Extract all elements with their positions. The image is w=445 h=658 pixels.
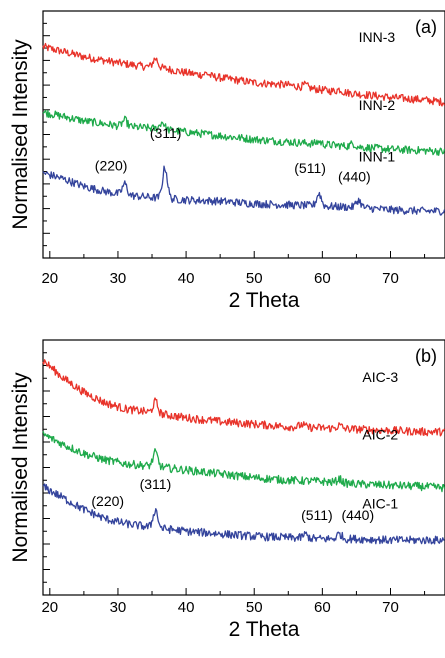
peak-annotation: (511) <box>294 160 326 176</box>
trace-inn-3 <box>42 42 445 107</box>
peak-annotation: (440) <box>341 507 374 523</box>
x-tick-label: 20 <box>41 270 58 287</box>
x-axis-title: 2 Theta <box>229 618 300 641</box>
series-label-inn-2: INN-2 <box>359 97 396 113</box>
x-tick-label: 70 <box>382 270 399 287</box>
series-label-aic-2: AIC-2 <box>362 426 398 442</box>
y-axis-title: Normalised Intensity <box>9 372 32 563</box>
x-tick-label: 30 <box>110 599 127 616</box>
x-tick-label: 40 <box>178 270 195 287</box>
series-label-inn-3: INN-3 <box>359 29 396 45</box>
y-axis-title: Normalised Intensity <box>9 39 32 230</box>
series-label-inn-1: INN-1 <box>359 149 396 165</box>
x-tick-label: 60 <box>314 270 331 287</box>
trace-aic-2 <box>42 430 445 493</box>
series-label-aic-3: AIC-3 <box>362 369 398 385</box>
trace-inn-2 <box>42 109 445 156</box>
panel-b: 20 30 40 50 60 70 2 Theta Normalised Intensity (… <box>9 339 445 641</box>
x-tick-label: 30 <box>110 270 127 287</box>
peak-annotation: (311) <box>140 476 172 492</box>
series-label-aic-1: AIC-1 <box>362 495 398 511</box>
x-tick-label: 20 <box>41 599 58 616</box>
trace-inn-1 <box>42 165 445 216</box>
peak-annotation: (220) <box>91 493 124 509</box>
x-tick-label: 70 <box>382 599 399 616</box>
trace-aic-3 <box>42 359 445 437</box>
x-tick-label: 50 <box>246 599 263 616</box>
x-tick-label: 50 <box>246 270 263 287</box>
panel-label: (a) <box>415 17 437 37</box>
peak-annotation: (220) <box>95 157 128 173</box>
panel-a: 20 30 40 50 60 70 2 Theta Normalised Intensity (… <box>9 10 445 312</box>
x-tick-label: 60 <box>314 599 331 616</box>
panel-label: (b) <box>415 346 437 366</box>
peak-annotation: (440) <box>338 168 371 184</box>
trace-aic-1 <box>42 483 445 545</box>
peak-annotation: (511) <box>301 507 333 523</box>
x-tick-label: 40 <box>178 599 195 616</box>
x-axis-title: 2 Theta <box>229 289 300 312</box>
peak-annotation: (311) <box>150 125 182 141</box>
plot-area <box>42 10 445 259</box>
